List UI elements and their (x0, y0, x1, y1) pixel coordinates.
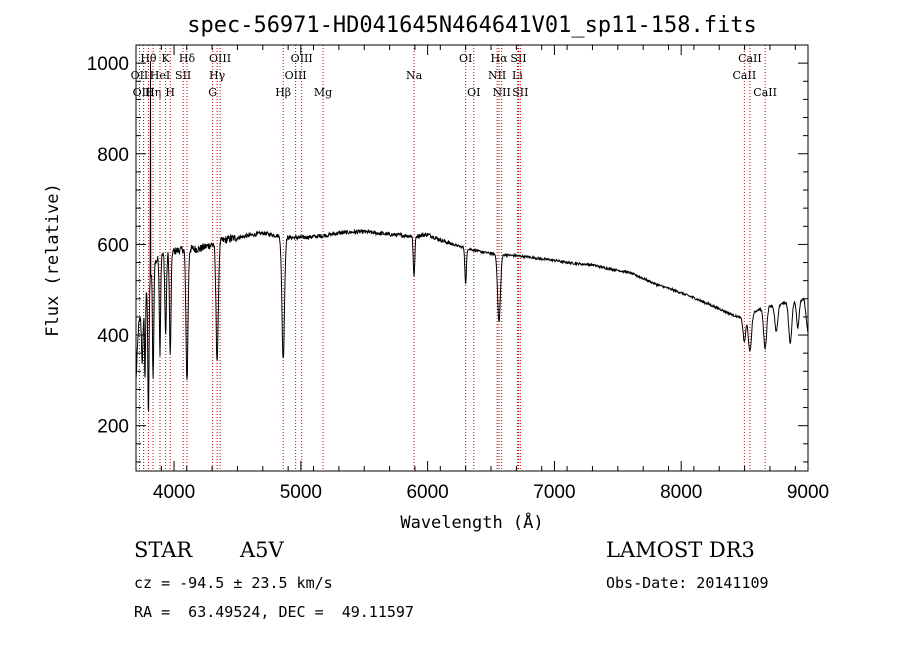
redshift-velocity: cz = -94.5 ± 23.5 km/s (134, 574, 333, 592)
line-label: NII (488, 69, 506, 82)
x-tick-label: 9000 (787, 482, 829, 503)
line-label: OIII (133, 86, 155, 99)
line-label: Na (406, 69, 423, 82)
line-label: K (162, 52, 171, 65)
y-tick-label: 1000 (87, 54, 129, 75)
y-tick-label: 200 (97, 417, 129, 438)
line-label: SII (510, 52, 526, 65)
object-class: STAR (134, 538, 193, 562)
line-label: CaII (733, 69, 757, 82)
line-label: G (208, 86, 217, 99)
line-label: Li (512, 69, 523, 82)
plot-frame (135, 44, 809, 472)
x-tick-label: 4000 (153, 482, 195, 503)
line-label: HeI (150, 69, 170, 82)
line-label: Hα (490, 52, 508, 65)
line-label: Hγ (209, 69, 226, 82)
spectrum-line (135, 61, 809, 412)
x-tick-label: 8000 (660, 482, 702, 503)
x-tick-label: 5000 (280, 482, 322, 503)
y-axis-label: Flux (relative) (43, 183, 63, 337)
y-tick-label: 800 (97, 145, 129, 166)
line-label: Hδ (179, 52, 196, 65)
y-tick-label: 600 (97, 235, 129, 256)
line-label: OIII (209, 52, 231, 65)
x-tick-label: 6000 (406, 482, 448, 503)
line-label: SII (512, 86, 528, 99)
line-label: OI (467, 86, 480, 99)
line-label: OII (131, 69, 149, 82)
observation-date: Obs-Date: 20141109 (606, 574, 769, 592)
line-label: Hθ (140, 52, 157, 65)
y-tick-label: 400 (97, 326, 129, 347)
line-label: CaII (753, 86, 777, 99)
line-label: Hβ (275, 86, 291, 99)
line-label: OI (459, 52, 472, 65)
line-label: CaII (738, 52, 762, 65)
line-label: Mg (314, 86, 332, 99)
axis-ticks: 4000 5000 6000 7000 8000 9000 200 400 600 800 1000 (87, 45, 829, 503)
coordinates: RA = 63.49524, DEC = 49.11597 (134, 603, 414, 621)
x-tick-label: 7000 (533, 482, 575, 503)
line-label: NII (493, 86, 511, 99)
line-label: Hη (145, 86, 161, 99)
line-label: H (165, 86, 175, 99)
line-label: SII (175, 69, 191, 82)
survey-name: LAMOST DR3 (606, 538, 755, 562)
chart-title: spec-56971-HD041645N464641V01_sp11-158.f… (187, 13, 757, 38)
x-axis-label: Wavelength (Å) (400, 511, 543, 533)
object-subclass: A5V (240, 538, 284, 562)
line-label: OIII (285, 69, 307, 82)
line-label: OIII (291, 52, 313, 65)
